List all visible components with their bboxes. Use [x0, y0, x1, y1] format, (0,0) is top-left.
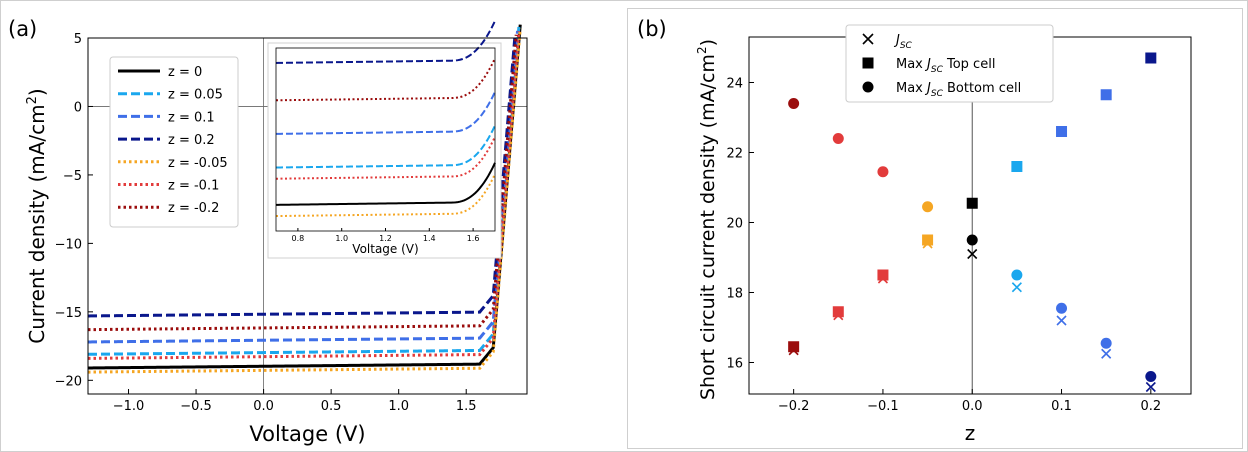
b-legend-marker-1: [862, 57, 874, 69]
bottom-cell-marker-8: [1145, 371, 1157, 382]
x-axis-label: Voltage (V): [249, 422, 365, 446]
top-cell-marker-5: [1011, 161, 1023, 172]
inset-x-tick-label-1: 1.0: [335, 234, 348, 243]
y-axis-label: Current density (mA/cm2): [25, 88, 49, 343]
inset-series-line-0: [275, 162, 496, 206]
inset-x-tick-label-3: 1.4: [423, 234, 436, 243]
panel-b-frame: [627, 8, 1243, 449]
series-line-0: [87, 24, 522, 370]
top-cell-marker-4: [966, 197, 978, 209]
jsc-marker-4: [967, 248, 978, 260]
y-tick-label-5: −20: [55, 374, 82, 389]
inset-series-line-3: [275, 20, 496, 64]
jsc-marker-8: [1145, 381, 1156, 393]
b-x-tick-label-3: 0.1: [1051, 399, 1072, 414]
top-cell-marker-6: [1056, 126, 1068, 137]
b-y-tick-label-2: 20: [726, 217, 743, 232]
inset-background: [267, 42, 502, 259]
panel-b-chart: −0.2 −0.1 0.0 0.1 0.2 16 18 20 22 24 z Short circui…: [627, 8, 1243, 449]
top-cell-marker-2: [877, 269, 889, 281]
x-tick-label-3: 0.5: [321, 399, 342, 414]
inset-x-tick-label-2: 1.2: [379, 234, 392, 243]
x-tick-label-0: −1.0: [113, 399, 145, 414]
b-x-tick-label-4: 0.2: [1140, 399, 1161, 414]
inset-x-tick-label-4: 1.6: [467, 234, 480, 243]
top-cell-marker-8: [1145, 52, 1157, 64]
top-cell-marker-0: [788, 341, 800, 353]
legend-label-5: z = -0.1: [168, 179, 219, 194]
b-y-tick-label-3: 22: [726, 147, 743, 162]
b-y-tick-label-1: 18: [726, 287, 743, 302]
series-line-5: [87, 31, 521, 360]
bottom-cell-marker-0: [788, 98, 800, 109]
bottom-cell-marker-4: [966, 234, 978, 246]
series-line-1: [87, 26, 521, 356]
inset-series-line-2: [275, 91, 496, 135]
y-tick-label-1: 0: [74, 100, 82, 115]
b-y-tick-label-4: 24: [726, 77, 743, 92]
inset-series-line-6: [275, 57, 496, 102]
legend-label-3: z = 0.2: [168, 133, 215, 148]
b-x-tick-label-1: −0.1: [867, 399, 899, 414]
panel-b-label: (b): [637, 17, 667, 41]
b-y-axis-label: Short circuit current density (mA/cm2): [695, 39, 719, 400]
x-tick-label-4: 1.0: [388, 399, 409, 414]
inset-series-line-5: [275, 136, 496, 180]
legend-label-2: z = 0.1: [168, 110, 215, 125]
b-y-tick-label-0: 16: [726, 357, 743, 372]
top-cell-marker-3: [922, 234, 934, 246]
x-tick-label-5: 1.5: [456, 399, 477, 414]
legend-label-6: z = -0.2: [168, 201, 219, 216]
series-line-3: [87, 37, 517, 318]
bottom-cell-marker-7: [1100, 337, 1112, 349]
series-line-2: [87, 30, 520, 344]
y-tick-label-3: −10: [55, 237, 82, 252]
bottom-cell-marker-5: [1011, 269, 1023, 281]
inset-series-line-4: [275, 173, 496, 218]
b-legend-label-1: Max JSC Top cell: [896, 57, 995, 75]
b-legend-box: [845, 24, 1054, 103]
plot-frame-a: [87, 37, 528, 395]
legend-label-0: z = 0: [168, 65, 202, 80]
inset-x-tick-label-0: 0.8: [292, 234, 305, 243]
top-cell-marker-7: [1100, 89, 1112, 101]
panel-a-chart: −1.0 −0.5 0.0 0.5 1.0 1.5 5 0 −5 −10 −15 −20 Voltage…: [25, 20, 528, 446]
y-tick-label-4: −15: [55, 306, 82, 321]
bottom-cell-marker-3: [922, 201, 934, 213]
top-cell-marker-1: [832, 306, 844, 318]
bottom-cell-marker-2: [877, 166, 889, 178]
b-x-axis-label: z: [965, 421, 976, 445]
legend-label-4: z = -0.05: [168, 156, 228, 171]
bottom-cell-marker-1: [832, 133, 844, 144]
y-tick-label-0: 5: [74, 32, 82, 47]
jsc-marker-6: [1056, 315, 1067, 326]
b-x-tick-label-0: −0.2: [778, 399, 810, 414]
jsc-marker-7: [1101, 348, 1112, 359]
x-tick-label-1: −0.5: [180, 399, 212, 414]
bottom-cell-marker-6: [1056, 302, 1068, 314]
x-tick-label-2: 0.0: [253, 399, 274, 414]
b-legend-label-0: JSC: [893, 33, 913, 51]
b-legend-label-2: Max JSC Bottom cell: [896, 81, 1021, 99]
inset-series-line-1: [275, 125, 496, 169]
b-legend-marker-0: [862, 33, 874, 45]
b-legend-marker-2: [862, 81, 874, 93]
legend-label-1: z = 0.05: [168, 88, 223, 103]
jsc-marker-5: [1011, 282, 1022, 293]
inset-x-axis-label: Voltage (V): [352, 242, 418, 256]
panel-a-label: (a): [8, 17, 37, 41]
y-tick-label-2: −5: [63, 169, 82, 184]
series-line-4: [87, 28, 522, 374]
b-x-tick-label-2: 0.0: [962, 399, 983, 414]
